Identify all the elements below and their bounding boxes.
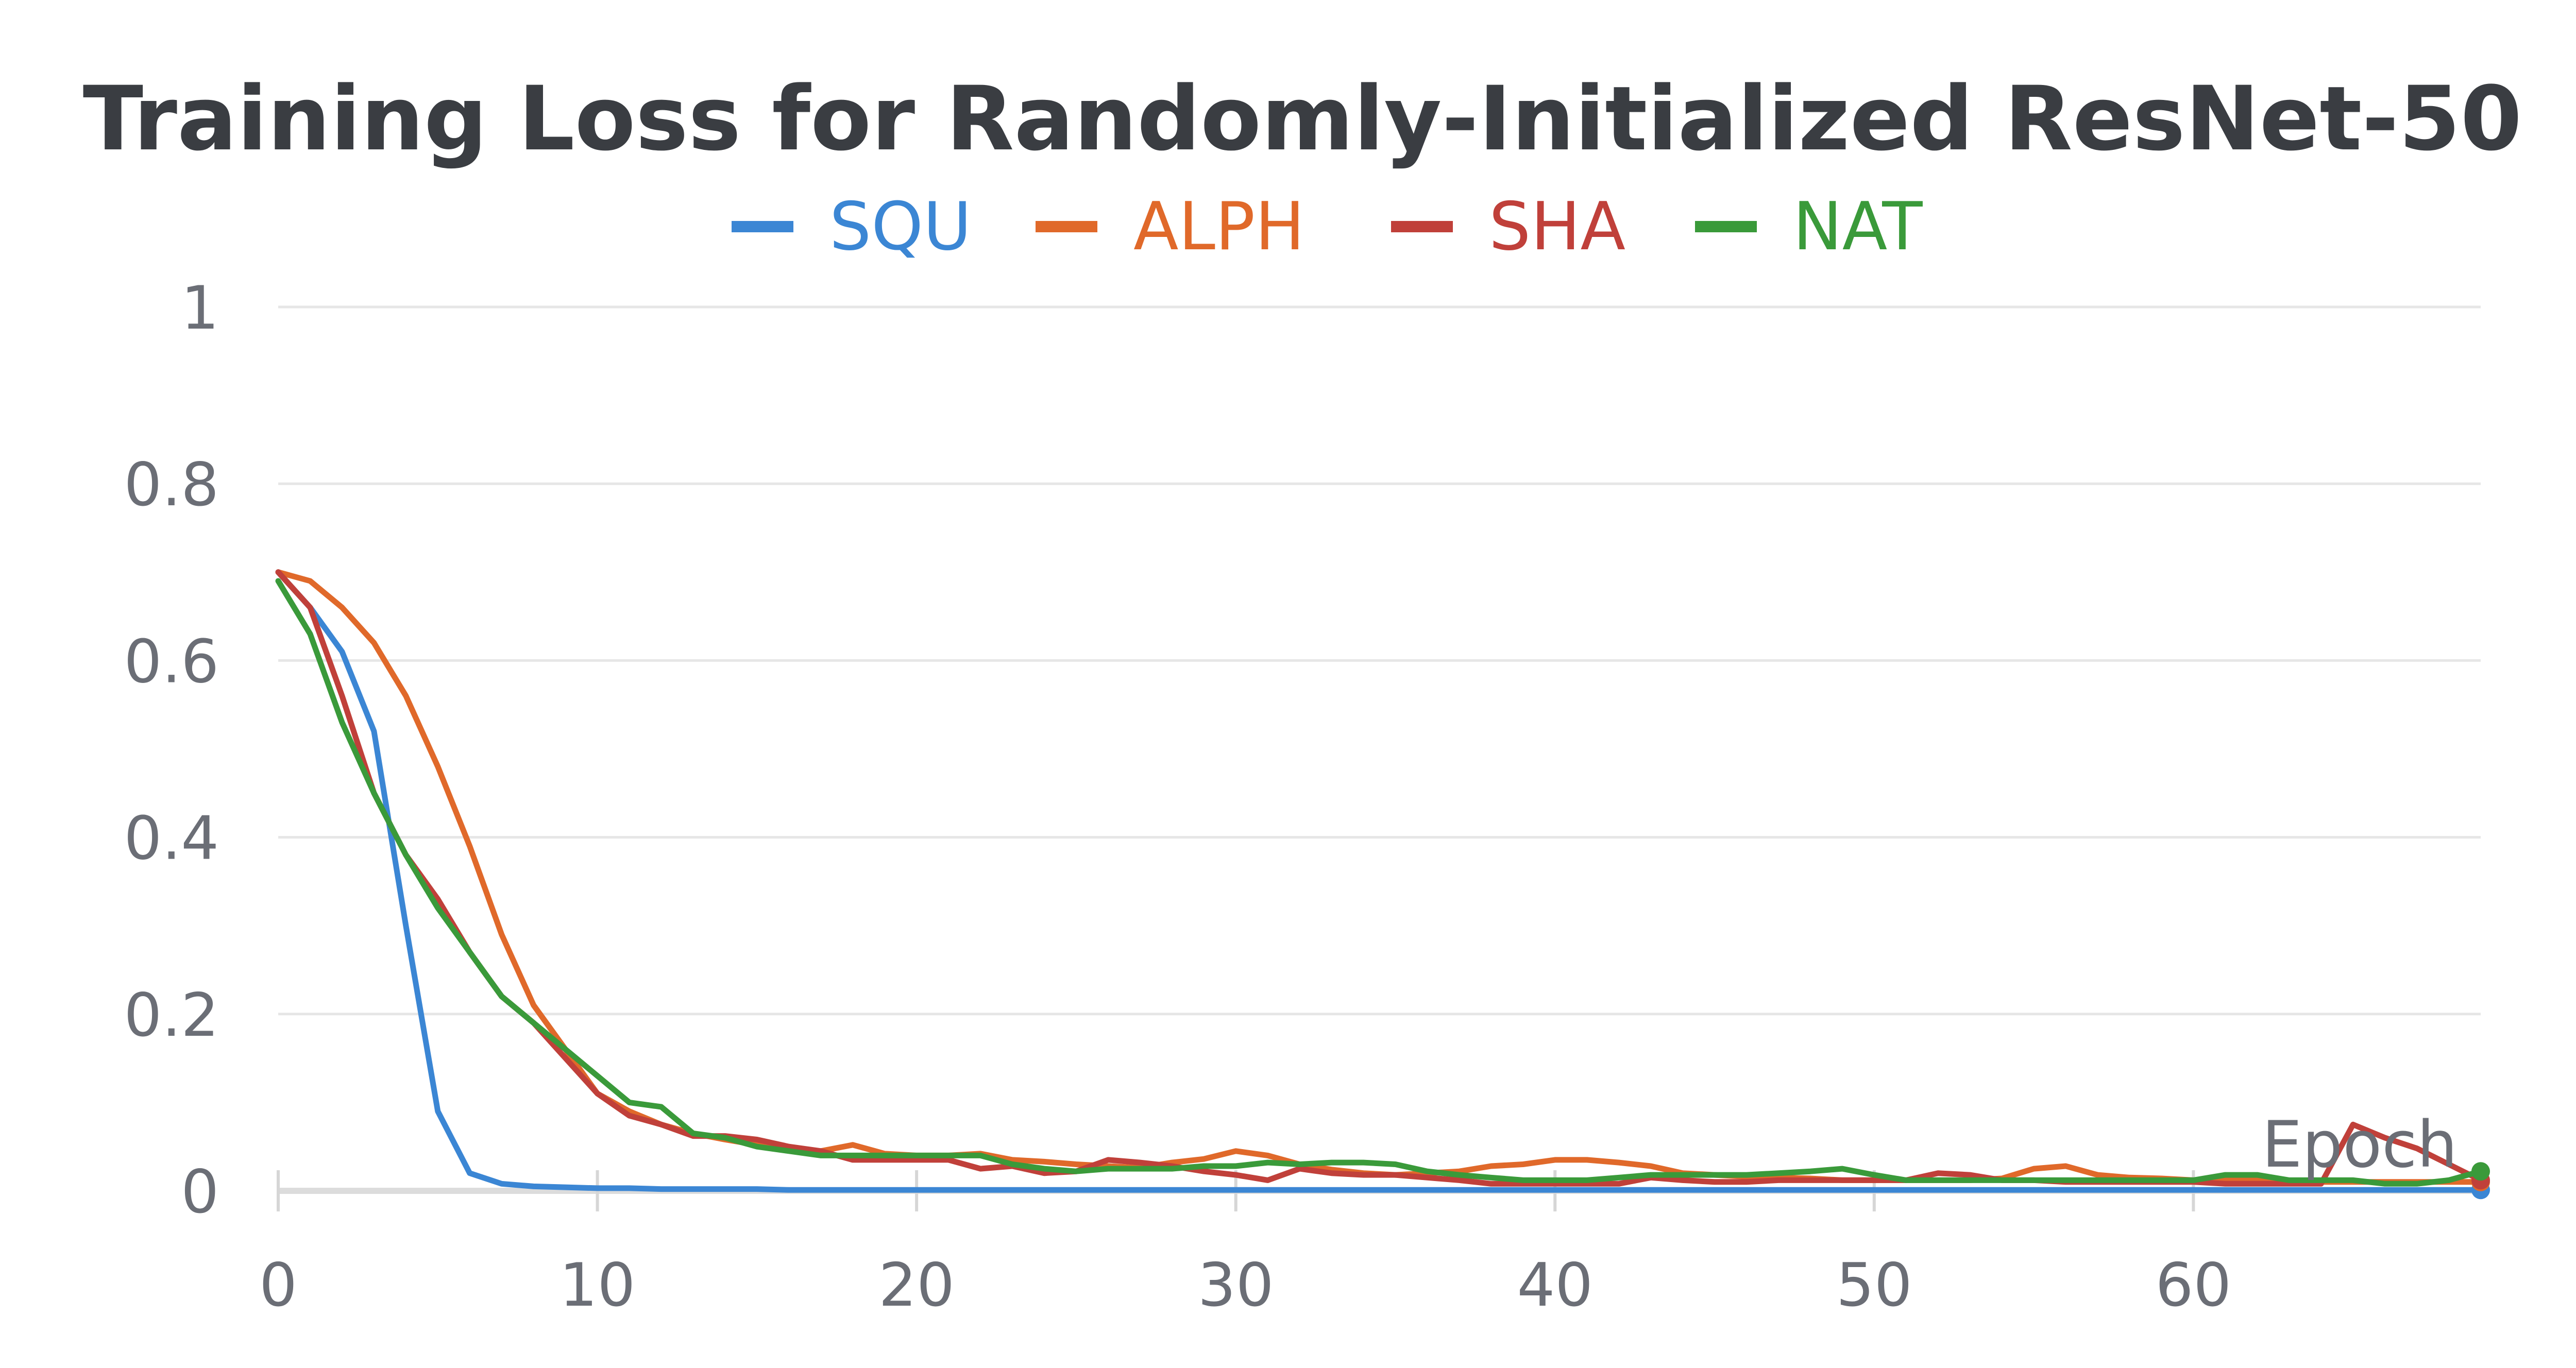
- grid-lines: [278, 305, 2481, 1194]
- legend-item-nat[interactable]: NAT: [1695, 189, 1923, 265]
- x-tick-label: 0: [259, 1251, 297, 1320]
- series-line-nat: [275, 578, 2484, 1187]
- chart-title: Training Loss for Randomly-Initialized R…: [83, 67, 2522, 170]
- y-tick-label: 0.8: [124, 450, 219, 520]
- x-tick-label: 10: [560, 1251, 636, 1320]
- x-tick-label: 40: [1517, 1251, 1593, 1320]
- x-tick-label: 60: [2156, 1251, 2232, 1320]
- x-axis-label: Epoch: [2262, 1108, 2458, 1182]
- y-tick-label: 0.2: [124, 981, 219, 1050]
- series-lines: [275, 569, 2490, 1200]
- x-tick-label: 20: [878, 1251, 955, 1320]
- series-end-point-nat: [2471, 1162, 2490, 1181]
- series-line-squ: [275, 569, 2484, 1193]
- series-line-sha: [275, 569, 2484, 1187]
- legend-item-alph[interactable]: ALPH: [1036, 189, 1304, 265]
- legend-item-sha[interactable]: SHA: [1391, 189, 1625, 265]
- y-tick-label: 0.6: [124, 627, 219, 696]
- legend-item-squ[interactable]: SQU: [732, 189, 972, 265]
- x-tick-label: 50: [1836, 1251, 1912, 1320]
- x-axis: 0 10 20 30 40 50 60: [259, 1170, 2231, 1320]
- x-tick-label: 30: [1198, 1251, 1274, 1320]
- legend-label: SQU: [829, 189, 972, 265]
- y-tick-label: 1: [181, 273, 219, 343]
- y-tick-label: 0: [181, 1157, 219, 1227]
- y-axis: 0 0.2 0.4 0.6 0.8 1: [124, 273, 219, 1227]
- legend[interactable]: SQU ALPH SHA NAT: [732, 189, 1923, 265]
- y-tick-label: 0.4: [124, 804, 219, 874]
- legend-label: SHA: [1489, 189, 1625, 265]
- legend-label: NAT: [1793, 189, 1923, 265]
- series-line-alph: [275, 569, 2484, 1185]
- legend-label: ALPH: [1133, 189, 1304, 265]
